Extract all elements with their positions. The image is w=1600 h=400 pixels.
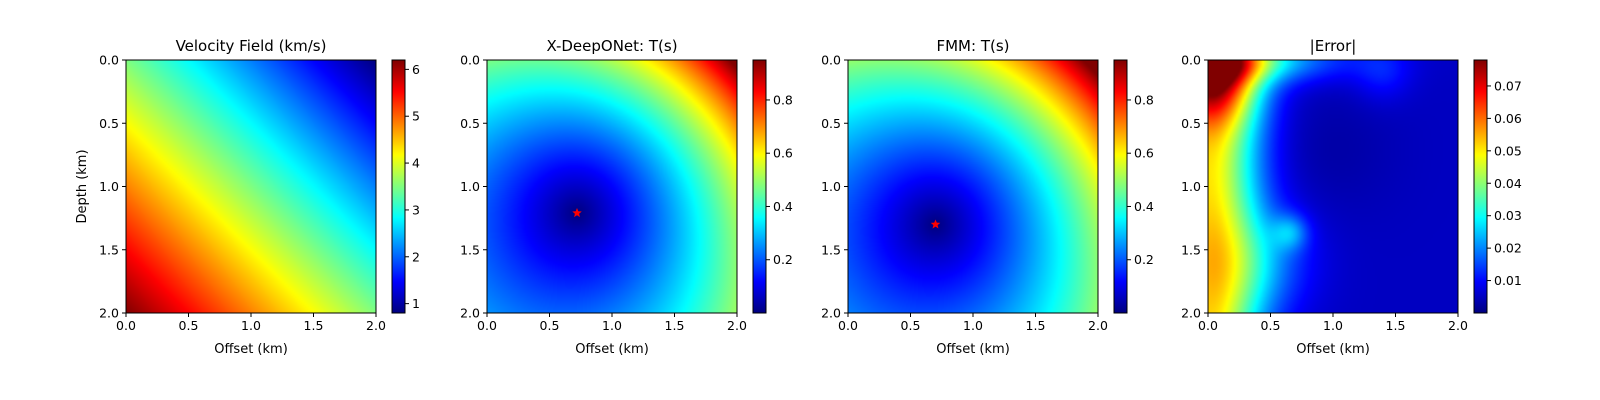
y-tick-label: 1.0 bbox=[1181, 179, 1201, 194]
subplot-1: Velocity Field (km/s) 0.0 0.5 1.0 1.5 2.0 Offs… bbox=[75, 37, 420, 357]
y-tick-label: 0.0 bbox=[460, 53, 480, 68]
colorbar-tick-label: 0.2 bbox=[773, 252, 793, 267]
colorbar-tick-label: 0.4 bbox=[1134, 199, 1154, 214]
colorbar-frame bbox=[1113, 59, 1128, 314]
x-tick-label: 2.0 bbox=[727, 318, 747, 333]
colorbar-tick-label: 0.4 bbox=[773, 199, 793, 214]
y-tick-label: 2.0 bbox=[1181, 306, 1201, 321]
colorbar bbox=[753, 60, 766, 313]
x-axis-label: Offset (km) bbox=[575, 342, 649, 357]
colorbar-tick-label: 4 bbox=[412, 156, 420, 171]
y-tick-label: 1.0 bbox=[99, 179, 119, 194]
colorbar-tick-label: 6 bbox=[412, 62, 420, 77]
x-axis-label: Offset (km) bbox=[936, 342, 1010, 357]
x-axis-label: Offset (km) bbox=[214, 342, 288, 357]
subplot-2: X-DeepONet: T(s) 0.0 0.5 1.0 1.5 2.0 Offset (k… bbox=[460, 37, 793, 357]
colorbar-frame bbox=[1473, 59, 1488, 314]
x-tick-label: 2.0 bbox=[366, 318, 386, 333]
colorbar-tick-label: 0.8 bbox=[1134, 92, 1154, 107]
y-tick-label: 0.5 bbox=[460, 116, 480, 131]
x-tick-label: 0.5 bbox=[901, 318, 921, 333]
y-tick-label: 0.0 bbox=[1181, 53, 1201, 68]
colorbar-tick-label: 2 bbox=[412, 249, 420, 264]
colorbar-tick-label: 0.03 bbox=[1494, 208, 1522, 223]
y-tick-label: 1.5 bbox=[460, 242, 480, 257]
y-tick-label: 1.5 bbox=[821, 242, 841, 257]
y-tick-label: 1.0 bbox=[460, 179, 480, 194]
colorbar-tick-label: 0.05 bbox=[1494, 143, 1522, 158]
x-tick-label: 0.0 bbox=[477, 318, 497, 333]
y-tick-label: 2.0 bbox=[821, 306, 841, 321]
y-axis-label: Depth (km) bbox=[75, 149, 90, 223]
x-tick-label: 0.0 bbox=[1198, 318, 1218, 333]
y-tick-label: 0.5 bbox=[821, 116, 841, 131]
heatmap-image bbox=[487, 60, 737, 313]
heatmap-image bbox=[848, 60, 1098, 313]
x-tick-label: 1.5 bbox=[1026, 318, 1046, 333]
x-tick-label: 1.0 bbox=[963, 318, 983, 333]
y-tick-label: 2.0 bbox=[99, 306, 119, 321]
heatmap-image bbox=[126, 60, 376, 313]
colorbar-tick-label: 3 bbox=[412, 202, 420, 217]
y-tick-label: 0.0 bbox=[821, 53, 841, 68]
y-tick-label: 0.5 bbox=[99, 116, 119, 131]
plot-title: FMM: T(s) bbox=[936, 37, 1009, 55]
y-tick-label: 2.0 bbox=[460, 306, 480, 321]
colorbar-tick-label: 0.2 bbox=[1134, 252, 1154, 267]
x-tick-label: 2.0 bbox=[1088, 318, 1108, 333]
source-star-marker bbox=[572, 208, 582, 218]
colorbar-tick-label: 5 bbox=[412, 109, 420, 124]
y-tick-label: 1.5 bbox=[99, 242, 119, 257]
x-tick-label: 0.5 bbox=[540, 318, 560, 333]
x-tick-label: 1.0 bbox=[602, 318, 622, 333]
colorbar bbox=[1474, 60, 1487, 313]
colorbar-frame bbox=[391, 59, 406, 314]
x-tick-label: 1.0 bbox=[241, 318, 261, 333]
x-tick-label: 1.0 bbox=[1323, 318, 1343, 333]
colorbar bbox=[1114, 60, 1127, 313]
x-axis-label: Offset (km) bbox=[1296, 342, 1370, 357]
colorbar-frame bbox=[752, 59, 767, 314]
y-tick-label: 1.5 bbox=[1181, 242, 1201, 257]
subplot-4: |Error| 0.0 0.5 1.0 1.5 2.0 Offset (km) 0.0 0.5 1… bbox=[1181, 37, 1522, 357]
x-tick-label: 1.5 bbox=[665, 318, 685, 333]
x-tick-label: 0.5 bbox=[1261, 318, 1281, 333]
x-tick-label: 0.5 bbox=[179, 318, 199, 333]
x-tick-label: 1.5 bbox=[304, 318, 324, 333]
colorbar-tick-label: 0.04 bbox=[1494, 176, 1522, 191]
heatmap-image bbox=[1208, 60, 1458, 313]
y-tick-label: 0.5 bbox=[1181, 116, 1201, 131]
colorbar-tick-label: 0.07 bbox=[1494, 78, 1522, 93]
colorbar-tick-label: 0.06 bbox=[1494, 111, 1522, 126]
subplot-3: FMM: T(s) 0.0 0.5 1.0 1.5 2.0 Offset (km) 0.0 0.… bbox=[821, 37, 1154, 357]
x-tick-label: 1.5 bbox=[1386, 318, 1406, 333]
colorbar bbox=[392, 60, 405, 313]
x-tick-label: 0.0 bbox=[116, 318, 136, 333]
plot-title: X-DeepONet: T(s) bbox=[546, 37, 677, 55]
colorbar-tick-label: 0.01 bbox=[1494, 273, 1522, 288]
y-tick-label: 0.0 bbox=[99, 53, 119, 68]
y-tick-label: 1.0 bbox=[821, 179, 841, 194]
colorbar-tick-label: 1 bbox=[412, 296, 420, 311]
colorbar-tick-label: 0.6 bbox=[1134, 146, 1154, 161]
source-star-marker bbox=[930, 219, 941, 229]
colorbar-tick-label: 0.6 bbox=[773, 146, 793, 161]
colorbar-tick-label: 0.02 bbox=[1494, 241, 1522, 256]
colorbar-tick-label: 0.8 bbox=[773, 92, 793, 107]
x-tick-label: 2.0 bbox=[1448, 318, 1468, 333]
plot-title: |Error| bbox=[1310, 37, 1357, 55]
plot-title: Velocity Field (km/s) bbox=[176, 37, 327, 55]
x-tick-label: 0.0 bbox=[838, 318, 858, 333]
